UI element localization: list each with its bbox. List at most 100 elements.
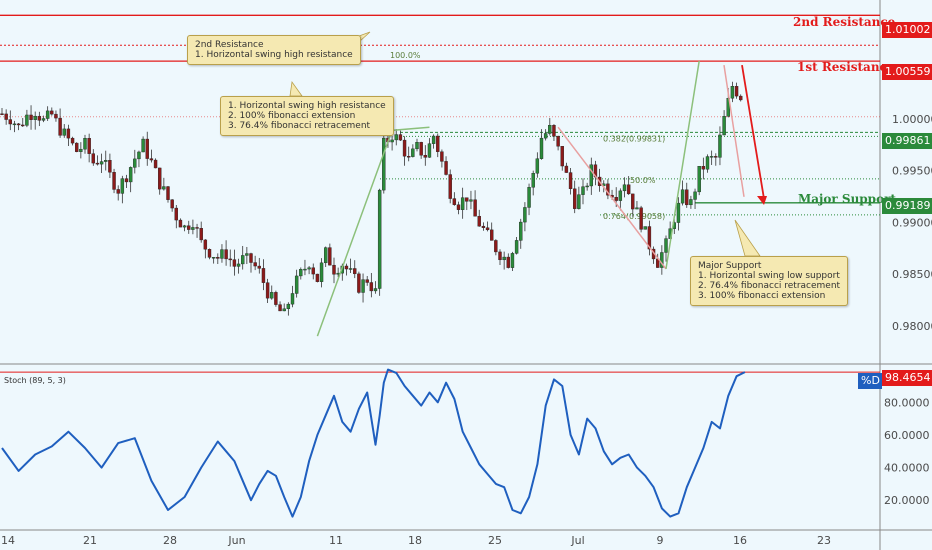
candle-body: [709, 156, 714, 158]
level-label-major-support: Major Support: [798, 192, 896, 206]
candle-body: [452, 198, 457, 205]
candle-body: [203, 239, 208, 250]
price-tag-2nd-resistance: 1.01002: [882, 22, 932, 38]
annotation-line: 2. 76.4% fibonacci retracement: [698, 281, 841, 291]
candle-body: [116, 189, 120, 194]
time-tick-label: 28: [163, 534, 177, 547]
candle-body: [660, 252, 664, 268]
candle-body: [382, 137, 386, 191]
candle-body: [8, 119, 13, 125]
candle-body: [195, 227, 199, 229]
candle-body: [133, 158, 137, 168]
stoch-series-tag: %D: [858, 373, 882, 389]
candle-body: [714, 156, 718, 158]
stoch-level-tag: 98.4654: [882, 370, 932, 386]
annotation-1st-resistance[interactable]: 1. Horizontal swing high resistance 2. 1…: [220, 96, 394, 136]
candle-body: [344, 265, 349, 270]
candle-body: [353, 268, 357, 275]
candle-body: [373, 288, 378, 292]
fib-label: 100.0%: [390, 51, 421, 60]
candle-body: [124, 178, 129, 183]
candle-body: [531, 173, 535, 188]
candle-body: [739, 95, 743, 101]
stoch-tick-label: 40.0000: [884, 462, 930, 475]
candle-body: [303, 268, 307, 271]
candle-body: [664, 238, 668, 253]
candle-body: [228, 258, 232, 261]
price-tag-major-support: 0.99189: [882, 198, 932, 214]
candle-body: [647, 226, 652, 250]
candle-body: [423, 155, 427, 158]
candle-body: [37, 115, 42, 121]
candle-body: [249, 253, 253, 263]
annotation-major-support[interactable]: Major Support 1. Horizontal swing low su…: [690, 256, 849, 306]
candle-body: [577, 194, 581, 209]
candle-body: [560, 146, 564, 167]
candle-body: [207, 249, 212, 258]
candle-body: [299, 269, 303, 277]
annotation-line: 1. Horizontal swing high resistance: [195, 50, 353, 60]
candle-body: [440, 151, 444, 162]
candle-body: [718, 134, 722, 158]
candle-body: [693, 191, 697, 200]
candle-body: [328, 247, 332, 266]
candle-body: [99, 161, 104, 165]
candle-body: [510, 253, 515, 268]
candle-body: [398, 134, 403, 141]
candle-body: [411, 148, 415, 157]
candle-body: [639, 207, 643, 230]
level-label-1st-resistance: 1st Resistance: [797, 60, 895, 74]
candle-body: [307, 267, 311, 270]
candle-body: [137, 151, 141, 160]
time-tick-label: 11: [329, 534, 343, 547]
candle-body: [568, 172, 573, 190]
candle-body: [365, 279, 369, 283]
candle-body: [394, 134, 398, 141]
candle-body: [332, 264, 336, 275]
candle-body: [290, 293, 295, 305]
candle-body: [473, 199, 477, 217]
candle-body: [153, 159, 158, 169]
candle-body: [145, 138, 149, 159]
price-axis-bg: [880, 0, 932, 550]
candle-body: [407, 155, 411, 158]
candle-body: [502, 256, 506, 261]
candle-body: [581, 186, 585, 195]
annotation-2nd-resistance[interactable]: 2nd Resistance 1. Horizontal swing high …: [187, 35, 361, 65]
candle-body: [149, 158, 154, 161]
candle-body: [324, 247, 328, 264]
candle-body: [481, 225, 486, 228]
candle-body: [0, 113, 4, 115]
candle-body: [552, 125, 556, 137]
candle-body: [469, 199, 473, 202]
candle-body: [41, 118, 46, 121]
candle-body: [498, 251, 502, 261]
candle-body: [697, 166, 701, 193]
candle-body: [419, 142, 423, 156]
candle-body: [730, 86, 735, 99]
candle-body: [74, 142, 79, 152]
candle-body: [128, 167, 133, 183]
candle-body: [83, 138, 87, 150]
candle-body: [444, 161, 448, 175]
candle-body: [162, 186, 166, 190]
candle-body: [216, 257, 220, 259]
candle-body: [62, 128, 66, 136]
candle-body: [232, 259, 237, 267]
candle-body: [680, 189, 685, 204]
candle-body: [112, 172, 116, 190]
candle-body: [257, 265, 261, 269]
candle-body: [631, 193, 635, 210]
stoch-line: [1, 368, 746, 518]
candle-body: [685, 189, 689, 206]
candle-body: [415, 142, 419, 150]
candle-body: [527, 187, 531, 208]
candle-body: [494, 240, 498, 253]
candle-body: [543, 133, 548, 139]
candle-body: [29, 114, 33, 120]
candle-body: [199, 228, 203, 241]
